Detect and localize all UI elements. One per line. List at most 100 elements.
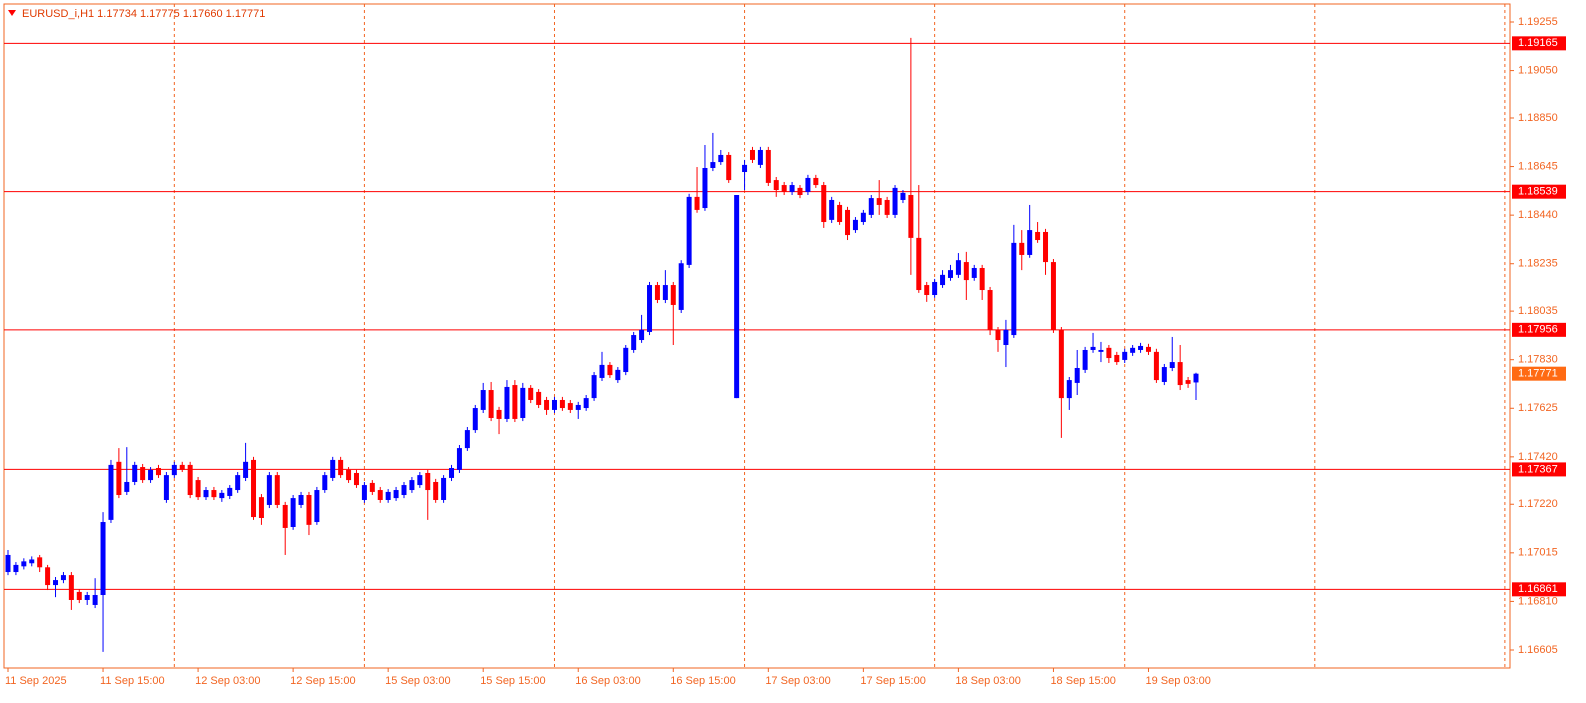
candle-body [330, 459, 336, 478]
candle-body [995, 329, 1001, 341]
x-tick-label: 19 Sep 03:00 [1145, 675, 1210, 687]
y-tick-label: 1.18235 [1518, 258, 1558, 270]
candle-body [53, 580, 59, 586]
chart-title: EURUSD_i,H1 1.17734 1.17775 1.17660 1.17… [22, 8, 265, 20]
candle-body [353, 472, 359, 486]
candle-body [179, 464, 185, 470]
x-tick-label: 17 Sep 15:00 [860, 675, 925, 687]
candle-body [314, 490, 320, 523]
candle-body [5, 554, 11, 573]
candle-body [749, 149, 755, 160]
y-tick-label: 1.17625 [1518, 402, 1558, 414]
candle-body [868, 198, 874, 215]
candle-body [1138, 345, 1144, 350]
candle-body [171, 464, 177, 476]
candle-body [163, 475, 169, 500]
x-tick-label: 16 Sep 15:00 [670, 675, 735, 687]
candle-body [1106, 347, 1112, 359]
candle-body [195, 480, 201, 498]
candle-body [955, 260, 961, 275]
candle-body [797, 187, 803, 196]
candle-body [441, 477, 447, 500]
candle-body [132, 464, 138, 482]
x-tick-label: 15 Sep 15:00 [480, 675, 545, 687]
level-label-bg [1512, 322, 1566, 337]
candle-body [1185, 380, 1191, 384]
x-tick-label: 15 Sep 03:00 [385, 675, 450, 687]
candle-body [718, 154, 724, 163]
y-tick-label: 1.17220 [1518, 498, 1558, 510]
candle-body [781, 185, 787, 192]
candle-body [1066, 380, 1072, 399]
y-tick-label: 1.16605 [1518, 644, 1558, 656]
candle-body [662, 285, 668, 300]
candle-body [148, 469, 154, 481]
candle-body [884, 199, 890, 215]
candle-body [1027, 230, 1033, 255]
candle-body [124, 481, 130, 492]
candle-body [108, 464, 114, 520]
candle-body [963, 262, 969, 281]
candle-body [227, 487, 233, 496]
candle-body [1122, 351, 1128, 360]
level-label: 1.17956 [1518, 324, 1558, 336]
candle-body [845, 209, 851, 236]
candle-body [702, 167, 708, 209]
x-tick-label: 11 Sep 2025 [5, 675, 67, 687]
candle-body [274, 475, 280, 505]
candle-body [243, 461, 249, 478]
candle-body [1082, 349, 1088, 370]
candle-body [472, 408, 478, 431]
candle-body [765, 149, 771, 183]
candle-body [789, 185, 795, 192]
candle-body [211, 490, 217, 498]
candle-body [520, 387, 526, 418]
candle-body [449, 467, 455, 478]
candle-body [456, 448, 462, 470]
x-tick-label: 12 Sep 15:00 [290, 675, 355, 687]
candle-body [496, 409, 502, 419]
candle-body [536, 391, 542, 405]
candle-body [37, 557, 43, 568]
candle-body [1090, 346, 1096, 350]
candle-body [742, 164, 748, 173]
candle-body [940, 274, 946, 286]
candle-body [1019, 242, 1025, 255]
candle-body [29, 559, 35, 564]
level-label-bg [1512, 462, 1566, 477]
x-tick-label: 12 Sep 03:00 [195, 675, 260, 687]
candle-body [464, 430, 470, 449]
candle-body [433, 481, 439, 500]
candle-body [1074, 367, 1080, 383]
candle-body [385, 491, 391, 500]
candle-body [686, 196, 692, 265]
collapse-icon [8, 10, 16, 16]
candle-body [567, 403, 573, 410]
candle-body [100, 522, 106, 596]
candle-body [1003, 329, 1009, 346]
candle-body [805, 177, 811, 192]
candle-body [852, 219, 858, 231]
candle-body [13, 564, 19, 573]
candle-body [528, 387, 534, 400]
x-tick-label: 18 Sep 03:00 [955, 675, 1020, 687]
candle-body [425, 472, 431, 491]
candle-body [829, 199, 835, 220]
candle-body [987, 290, 993, 330]
candle-body [623, 347, 629, 373]
candle-body [559, 399, 565, 409]
candle-body [670, 285, 676, 305]
candle-body [631, 335, 637, 350]
candle-body [1177, 362, 1183, 386]
candle-body [1145, 346, 1151, 352]
y-tick-label: 1.19255 [1518, 16, 1558, 28]
candle-body [203, 490, 209, 498]
candle-body [544, 399, 550, 410]
candle-body [607, 364, 613, 376]
candle-body [757, 149, 763, 165]
candle-body [187, 464, 193, 496]
y-tick-label: 1.17015 [1518, 547, 1558, 559]
candle-body [821, 185, 827, 223]
candle-body [615, 369, 621, 381]
candle-body [932, 281, 938, 296]
